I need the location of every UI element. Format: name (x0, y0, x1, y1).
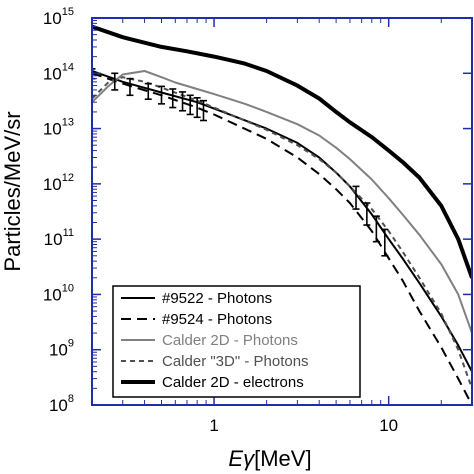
plot-frame (91, 17, 473, 406)
error-bar (199, 99, 207, 122)
error-bar (144, 82, 152, 100)
y-axis: 108 109 1010 1011 1012 1013 1014 1015 (43, 6, 472, 415)
y-tick-label: 1014 (43, 61, 74, 83)
errorbar-layer (92, 68, 389, 257)
x-axis-title-e: E (228, 446, 243, 471)
legend-label: #9522 - Photons (162, 290, 272, 307)
series-line-5 (92, 24, 472, 279)
error-bar (157, 85, 165, 105)
legend-label: Calder 2D - Photons (162, 332, 298, 349)
error-bar (363, 202, 371, 226)
series-line-3 (92, 70, 472, 334)
legend-box (112, 285, 361, 398)
y-tick-label: 108 (49, 393, 74, 415)
y-tick-label: 1010 (43, 282, 74, 304)
y-tick-label: 1012 (43, 172, 74, 194)
x-axis-title-unit: [MeV] (254, 446, 311, 471)
error-bar (179, 91, 187, 112)
legend: #9522 - Photons #9524 - Photons Calder 2D … (112, 285, 361, 398)
error-bar (193, 97, 201, 119)
legend-label: Calder "3D" - Photons (162, 353, 309, 370)
error-bar (126, 77, 134, 97)
y-axis-title: Particles/MeV/sr (0, 111, 25, 271)
x-tick-label: 10 (379, 416, 398, 435)
error-bar (381, 228, 389, 257)
series-layer (92, 24, 472, 405)
error-bar (186, 94, 194, 116)
error-bar (372, 215, 380, 243)
y-tick-label: 109 (49, 338, 74, 360)
error-bar (169, 88, 177, 109)
x-tick-label: 1 (209, 416, 218, 435)
series-line-4 (92, 76, 472, 389)
x-axis-title: Eγ[MeV] (228, 446, 311, 471)
error-bar (352, 185, 360, 210)
y-tick-label: 1015 (43, 6, 74, 28)
legend-label: #9524 - Photons (162, 311, 272, 328)
x-axis-title-gamma: γ (243, 446, 256, 471)
y-tick-label: 1013 (43, 117, 74, 139)
series-line-2 (92, 72, 472, 405)
legend-label: Calder 2D - electrons (162, 374, 304, 391)
y-tick-label: 1011 (44, 227, 74, 249)
error-bar (111, 72, 119, 91)
